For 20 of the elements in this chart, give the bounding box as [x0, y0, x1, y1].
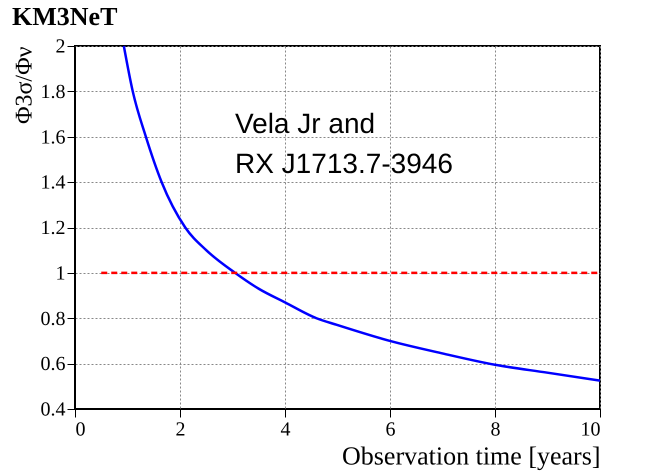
- x-tick-label: 0: [76, 418, 86, 440]
- annotation: Vela Jr and RX J1713.7-3946: [235, 108, 453, 179]
- x-tick-label: 8: [490, 418, 500, 440]
- y-tick-label: 1.6: [40, 126, 66, 148]
- y-tick-label: 1: [56, 262, 66, 284]
- x-tick-label: 10: [580, 418, 600, 440]
- chart-title: KM3NeT: [12, 2, 118, 31]
- x-tick-label: 6: [386, 418, 396, 440]
- y-tick-label: 0.4: [40, 398, 66, 420]
- y-tick-label: 1.2: [40, 217, 66, 239]
- y-tick-label: 0.8: [40, 308, 66, 330]
- y-tick-label: 1.4: [40, 172, 66, 194]
- x-tick-label: 2: [176, 418, 186, 440]
- y-tick-label: 2: [56, 36, 66, 58]
- y-tick-label: 1.8: [40, 80, 66, 103]
- x-axis-title: Observation time [years]: [342, 442, 600, 470]
- y-axis-title: Φ3σ/Φν: [12, 46, 38, 124]
- y-tick-label: 0.6: [40, 353, 66, 376]
- x-tick-label: 4: [280, 418, 290, 440]
- line-series: [122, 44, 602, 382]
